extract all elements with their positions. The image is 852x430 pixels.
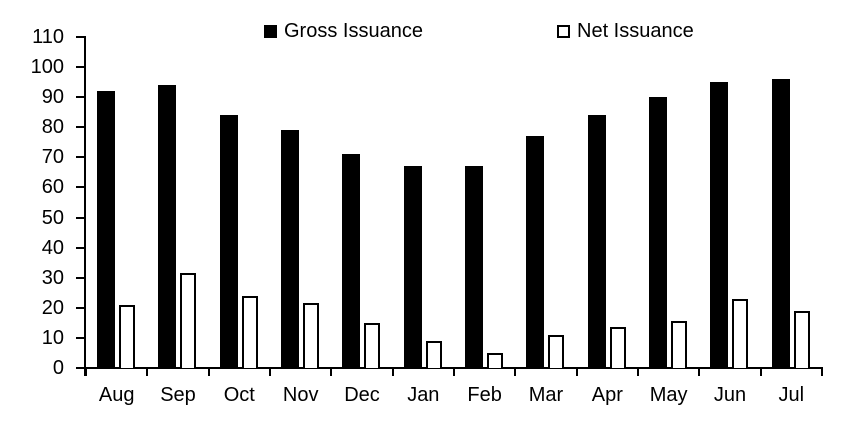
x-axis-tick xyxy=(85,367,87,376)
x-axis-tick xyxy=(514,367,517,376)
x-axis-tick xyxy=(637,367,639,376)
x-axis-tick xyxy=(330,367,333,376)
x-axis-tick-label: Mar xyxy=(528,384,564,406)
gross-bar-jan xyxy=(403,166,422,368)
legend-label-gross-issuance: Gross Issuance xyxy=(284,20,423,42)
x-axis-tick xyxy=(821,367,823,376)
x-axis-tick-label: Nov xyxy=(282,384,319,406)
net-bar-feb xyxy=(487,352,503,368)
y-axis-tick-label: 10 xyxy=(41,326,64,349)
net-bar-mar xyxy=(548,334,565,368)
gross-bar-oct xyxy=(219,115,238,368)
y-axis-tick xyxy=(76,367,84,369)
net-bar-dec xyxy=(364,322,381,368)
x-axis-tick xyxy=(759,367,762,376)
gross-bar-may xyxy=(649,97,667,368)
y-axis-tick xyxy=(76,276,84,279)
x-axis-tick-label: Jun xyxy=(713,384,747,406)
x-axis-tick-label: Jan xyxy=(407,384,440,406)
legend-item-net-issuance: Net Issuance xyxy=(557,20,694,42)
gross-bar-nov xyxy=(281,130,299,368)
y-axis-tick-label: 90 xyxy=(41,86,64,109)
x-axis-tick xyxy=(269,367,271,376)
y-axis-tick xyxy=(76,96,84,99)
net-bar-may xyxy=(671,321,687,368)
gross-bar-dec xyxy=(342,154,361,368)
y-axis-tick xyxy=(76,186,84,189)
x-axis-tick-label: May xyxy=(649,384,688,406)
y-axis-line xyxy=(84,36,86,376)
y-axis-tick-label: 0 xyxy=(52,357,64,379)
net-bar-jun xyxy=(732,298,749,368)
y-axis-tick-label: 100 xyxy=(30,56,64,79)
x-axis-tick-label: Aug xyxy=(98,384,135,406)
net-bar-nov xyxy=(303,303,319,368)
y-axis-tick-label: 40 xyxy=(41,236,64,259)
x-axis-tick xyxy=(146,367,149,376)
x-axis-tick xyxy=(575,367,578,376)
y-axis-tick-label: 60 xyxy=(41,176,64,199)
y-axis-tick xyxy=(76,66,84,69)
net-bar-aug xyxy=(119,304,135,368)
net-bar-apr xyxy=(609,327,626,368)
y-axis-tick-label: 110 xyxy=(32,26,64,48)
net-bar-sep xyxy=(180,273,197,368)
x-axis-tick xyxy=(453,367,455,376)
x-axis-tick-label: Jul xyxy=(778,384,805,406)
y-axis-tick xyxy=(76,126,84,129)
y-axis-tick xyxy=(76,246,84,249)
y-axis-tick-label: 20 xyxy=(41,296,64,319)
net-issuance-legend-marker-icon xyxy=(557,24,570,38)
y-axis-tick xyxy=(76,36,84,38)
net-bar-jul xyxy=(793,310,810,368)
x-axis-tick xyxy=(207,367,210,376)
x-axis-tick xyxy=(391,367,394,376)
y-axis-tick-label: 50 xyxy=(41,206,64,229)
y-axis-tick xyxy=(76,216,84,219)
x-axis-tick xyxy=(698,367,701,376)
legend-label-net-issuance: Net Issuance xyxy=(577,20,694,42)
gross-bar-mar xyxy=(526,136,545,368)
y-axis-tick-label: 30 xyxy=(41,266,64,289)
x-axis-tick-label: Sep xyxy=(160,384,196,406)
gross-bar-jul xyxy=(771,79,790,368)
y-axis-tick xyxy=(76,336,84,339)
net-bar-oct xyxy=(241,295,258,368)
gross-issuance-legend-marker-icon xyxy=(264,24,277,38)
gross-bar-jun xyxy=(710,82,729,368)
legend-item-gross-issuance: Gross Issuance xyxy=(264,20,423,42)
y-axis-tick xyxy=(76,306,84,309)
y-axis-tick xyxy=(76,156,84,159)
x-axis-tick-label: Dec xyxy=(344,384,380,406)
gross-bar-aug xyxy=(97,91,115,368)
gross-bar-apr xyxy=(587,115,606,368)
net-bar-jan xyxy=(425,340,442,368)
y-axis-tick-label: 70 xyxy=(41,146,64,169)
x-axis-tick-label: Feb xyxy=(467,384,502,406)
y-axis-tick-label: 80 xyxy=(41,116,64,139)
x-axis-tick-label: Oct xyxy=(223,384,255,406)
gross-bar-sep xyxy=(158,85,177,368)
gross-bar-feb xyxy=(465,166,483,368)
x-axis-tick-label: Apr xyxy=(591,384,623,406)
